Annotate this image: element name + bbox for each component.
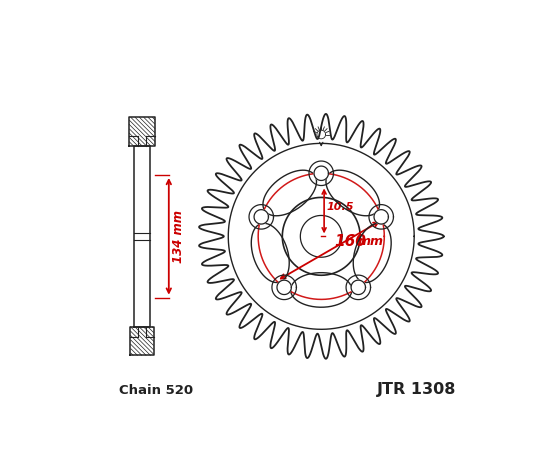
Text: 160: 160 [334, 234, 366, 249]
Text: mm: mm [357, 235, 383, 248]
Text: Chain 520: Chain 520 [119, 384, 194, 397]
Text: JTR 1308: JTR 1308 [377, 382, 456, 397]
Text: 10.5: 10.5 [327, 202, 354, 212]
Text: 134 mm: 134 mm [172, 210, 185, 263]
Circle shape [277, 280, 291, 294]
Circle shape [374, 210, 389, 224]
Circle shape [254, 210, 268, 224]
Circle shape [314, 166, 329, 181]
Circle shape [351, 280, 366, 294]
